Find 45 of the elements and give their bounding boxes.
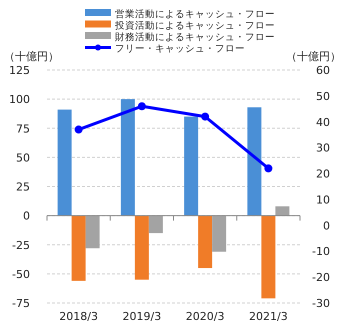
y-tick-label: -25 [12,238,30,252]
y2-tick-label: -10 [312,245,330,258]
legend-label: 営業活動によるキャッシュ・フロー [115,8,275,20]
bar [72,216,86,281]
y-tick-label: -75 [12,297,30,310]
y2-tick-label: 20 [316,168,330,181]
x-tick-label: 2020/3 [186,310,224,323]
y2-tick-label: -30 [312,297,330,310]
bar [212,216,226,252]
point [264,164,272,172]
point [74,126,83,134]
point [138,102,146,110]
bar [261,216,276,298]
bar [198,216,212,268]
bar [120,99,135,216]
x-tick-label: 2018/3 [59,310,98,323]
y2-tick-label: 30 [316,142,330,155]
y2-tick-label: -20 [312,271,330,284]
y-tick-label: 75 [16,122,30,136]
y-tick-label: 0 [23,210,30,223]
y2-tick-label: 60 [316,64,330,77]
point [201,112,210,121]
bar [58,110,72,216]
legend-label: 投資活動によるキャッシュ・フロー [114,20,275,32]
y2-tick-label: 50 [316,90,330,103]
y2-tick-label: 0 [323,219,330,232]
y-tick-label: 25 [16,180,30,194]
y-tick-label: 100 [9,93,30,106]
y2-tick-label: 40 [316,116,330,129]
bar [134,216,149,280]
x-tick-label: 2021/3 [249,310,288,323]
legend-label: フリー・キャッシュ・フロー [115,44,245,54]
y-axis-title: （十億円） [4,50,59,63]
y-tick-label: 125 [9,64,30,77]
bar [86,216,100,248]
bar [275,206,290,216]
bar [148,216,163,234]
bar [247,107,262,216]
x-tick-label: 2019/3 [122,310,162,323]
y2-axis-title: （十億円） [286,50,341,63]
legend-label: 財務活動によるキャッシュ・フロー [115,31,275,43]
y-tick-label: 50 [16,151,30,164]
y-tick-label: -50 [12,268,30,281]
bar [184,116,198,216]
y2-tick-label: 10 [316,193,330,206]
